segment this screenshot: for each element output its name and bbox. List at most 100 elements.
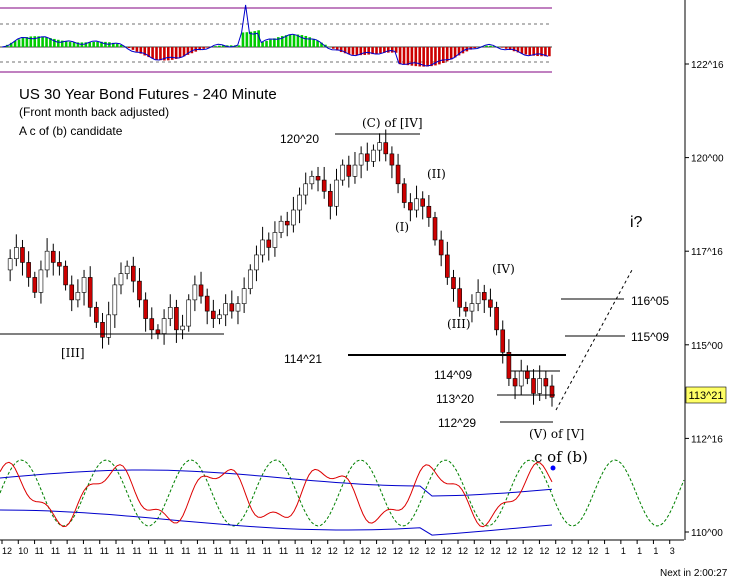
histogram-bar xyxy=(127,47,131,49)
histogram-bar xyxy=(202,47,205,49)
histogram-bar xyxy=(265,40,268,47)
histogram-bar xyxy=(453,47,457,58)
oscillator-fast-line xyxy=(0,461,553,528)
candle-body xyxy=(389,153,395,166)
date-tick-label: 11 xyxy=(116,546,125,556)
candle-body xyxy=(500,329,506,353)
histogram-bar xyxy=(135,47,139,52)
candle-body xyxy=(494,307,499,331)
histogram-bar xyxy=(493,46,496,47)
candle-body xyxy=(81,277,87,293)
histogram-bar xyxy=(544,47,547,57)
candle-body xyxy=(57,262,62,267)
candle-body xyxy=(469,303,475,312)
histogram-bar xyxy=(304,35,308,47)
histogram-bar xyxy=(241,32,245,47)
wave-end-marker xyxy=(550,465,556,471)
histogram-bar xyxy=(76,42,80,47)
date-tick-label: 12 xyxy=(328,546,338,556)
candle-body xyxy=(525,370,530,379)
histogram-bar xyxy=(182,47,186,57)
candle-body xyxy=(346,164,352,177)
histogram-bar xyxy=(398,47,402,65)
histogram-bar xyxy=(442,47,445,64)
candle-body xyxy=(180,325,185,331)
candle-body xyxy=(278,220,284,233)
candle-body xyxy=(124,265,130,274)
price-tick-label: 122^16 xyxy=(691,60,724,71)
histogram-bar xyxy=(257,30,260,47)
date-tick-label: 12 xyxy=(588,546,598,556)
histogram-bar xyxy=(174,47,178,59)
histogram-bar xyxy=(284,35,288,47)
price-tick-label: 110^00 xyxy=(691,528,723,539)
candle-body xyxy=(506,351,512,379)
histogram-bar xyxy=(143,47,147,56)
candle-body xyxy=(549,385,555,398)
candle-body xyxy=(463,307,469,312)
candle-body xyxy=(328,190,333,207)
histogram-bar xyxy=(489,45,492,47)
histogram-bar xyxy=(516,47,520,53)
candle-body xyxy=(174,307,179,331)
histogram-bar xyxy=(84,42,88,47)
histogram-bar xyxy=(37,36,40,47)
histogram-bar xyxy=(186,47,190,55)
histogram-bar xyxy=(363,47,367,55)
candle-body xyxy=(241,288,247,304)
date-tick-label: 1 xyxy=(653,546,658,556)
candle-body xyxy=(537,378,542,394)
date-tick-label: 12 xyxy=(344,546,354,556)
histogram-bar xyxy=(339,47,343,53)
candle-body xyxy=(94,307,99,323)
histogram-bar xyxy=(512,47,516,52)
price-tick-label: 120^00 xyxy=(691,154,724,165)
histogram-bar xyxy=(449,47,453,60)
date-tick-label: 12 xyxy=(311,546,321,556)
date-tick-label: 12 xyxy=(539,546,549,556)
label-i-question: i? xyxy=(630,214,643,231)
histogram-bar xyxy=(237,45,241,47)
histogram-bar xyxy=(108,42,111,47)
histogram-bar xyxy=(253,31,257,47)
histogram-bar xyxy=(25,37,29,47)
candle-body xyxy=(272,232,278,248)
date-tick-label: 11 xyxy=(197,546,206,556)
histogram-bar xyxy=(131,47,135,50)
histogram-bar xyxy=(29,36,33,47)
candle-body xyxy=(38,269,44,293)
histogram-bar xyxy=(57,39,60,47)
candle-body xyxy=(235,303,241,312)
histogram-bar xyxy=(49,38,52,47)
histogram-bar xyxy=(402,47,406,65)
histogram-bar xyxy=(320,42,323,47)
histogram-bar xyxy=(229,45,233,47)
chart-subtitle: (Front month back adjusted) xyxy=(19,105,169,119)
candle-body xyxy=(266,239,272,248)
candle-body xyxy=(20,247,25,263)
candle-body xyxy=(247,269,253,289)
candle-body xyxy=(531,378,536,394)
histogram-bar xyxy=(312,38,315,47)
histogram-bar xyxy=(249,31,253,47)
histogram-bar xyxy=(261,42,264,47)
date-tick-label: 1 xyxy=(621,546,626,556)
histogram-bar xyxy=(390,47,394,53)
date-tick-label: 12 xyxy=(507,546,517,556)
histogram-bar xyxy=(383,47,386,53)
candle-body xyxy=(481,292,487,301)
label-iii-bracket: [III] xyxy=(61,346,85,360)
candle-body xyxy=(358,153,364,166)
chart-title: US 30 Year Bond Futures - 240 Minute xyxy=(19,86,277,103)
histogram-bar xyxy=(9,42,13,47)
date-tick-label: 12 xyxy=(409,546,419,556)
candle-body xyxy=(223,303,228,316)
histogram-bar xyxy=(367,47,370,55)
candle-body xyxy=(217,314,222,319)
candle-body xyxy=(377,142,382,151)
candle-body xyxy=(315,176,321,181)
histogram-bar xyxy=(104,41,107,47)
date-tick-label: 12 xyxy=(425,546,435,556)
histogram-bar xyxy=(68,41,72,47)
